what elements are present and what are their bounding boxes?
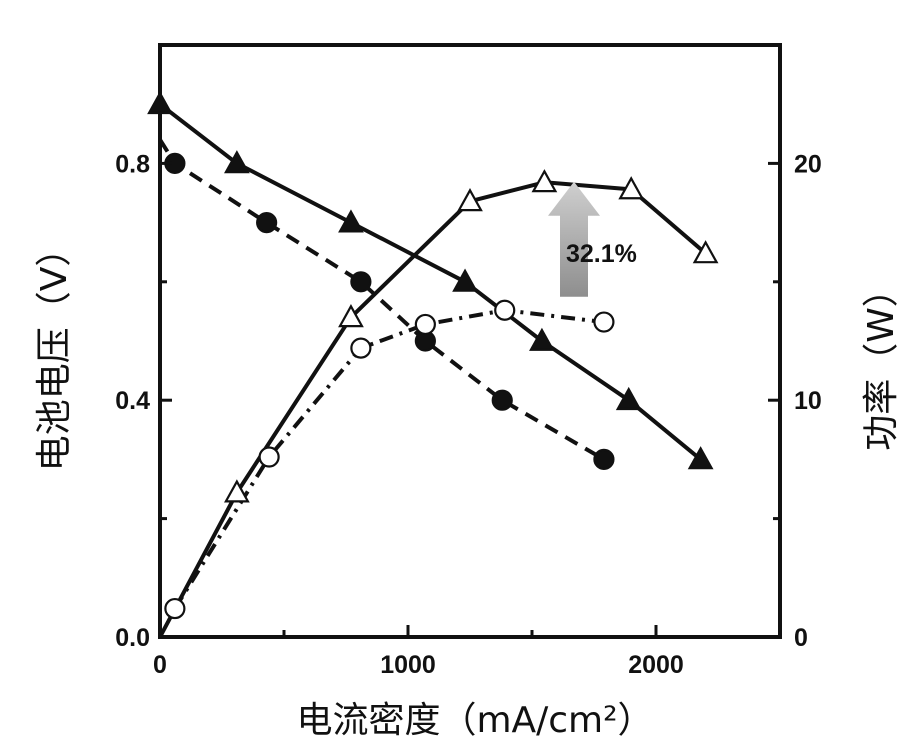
- power-open-circle-point: [350, 337, 372, 359]
- y-right-tick-label: 10: [794, 387, 822, 415]
- y-right-tick-label: 20: [794, 150, 822, 178]
- power-open-triangle-point: [692, 240, 719, 264]
- y-left-tick-label: 0.8: [115, 150, 150, 178]
- x-tick-label: 0: [153, 651, 167, 679]
- power-open-triangle-point: [224, 479, 250, 503]
- x-tick-label: 1000: [380, 651, 436, 679]
- y-left-tick-label: 0.4: [115, 387, 150, 415]
- up-arrow-icon: [548, 181, 600, 297]
- y-right-tick-label: 0: [794, 624, 808, 652]
- power-open-circle-point: [593, 311, 615, 333]
- power-open-circle-point: [494, 299, 516, 321]
- plot-border: [158, 43, 782, 639]
- axis-titles: 电流密度（mA/cm²） 电池电压（V） 功率（W）: [34, 231, 902, 741]
- voltage-filled-triangle-point: [147, 90, 173, 115]
- y-left-tick-label: 0.0: [115, 624, 150, 652]
- series-lines: [158, 102, 707, 638]
- annotation-label: 32.1%: [566, 240, 637, 268]
- voltage-filled-triangle-point: [224, 150, 250, 174]
- voltage-filled-circle-point: [593, 448, 615, 470]
- x-axis-title: 电流密度（mA/cm²）: [296, 700, 653, 741]
- power-open-circle-line: [173, 308, 605, 610]
- power-open-triangle-point: [618, 176, 645, 200]
- x-tick-label: 2000: [628, 651, 684, 679]
- series-markers: [147, 90, 719, 620]
- y-left-axis-title: 电池电压（V）: [34, 231, 75, 472]
- power-open-circle-point: [258, 446, 280, 468]
- voltage-filled-triangle-point: [529, 327, 555, 351]
- power-open-triangle-point: [457, 188, 483, 212]
- power-open-triangle-point: [531, 169, 558, 193]
- voltage-filled-circle-point: [350, 271, 372, 293]
- voltage-filled-circle-point: [256, 212, 278, 234]
- power-open-circle-point: [414, 313, 436, 336]
- voltage-filled-triangle-point: [452, 268, 478, 292]
- voltage-filled-circle-point: [491, 389, 513, 411]
- voltage-filled-triangle-point: [615, 386, 642, 411]
- power-open-triangle-point: [338, 304, 364, 328]
- y-right-axis-title: 功率（W）: [861, 271, 902, 451]
- annotation-group: 32.1%: [548, 181, 637, 297]
- voltage-filled-triangle-point: [687, 446, 714, 470]
- plot-frame: [158, 43, 782, 639]
- voltage-filled-triangle-point: [338, 209, 364, 233]
- ticks: 0 1000 2000 0.0 0.4 0.8 0 10 20: [115, 43, 822, 679]
- power-open-circle-point: [164, 597, 186, 620]
